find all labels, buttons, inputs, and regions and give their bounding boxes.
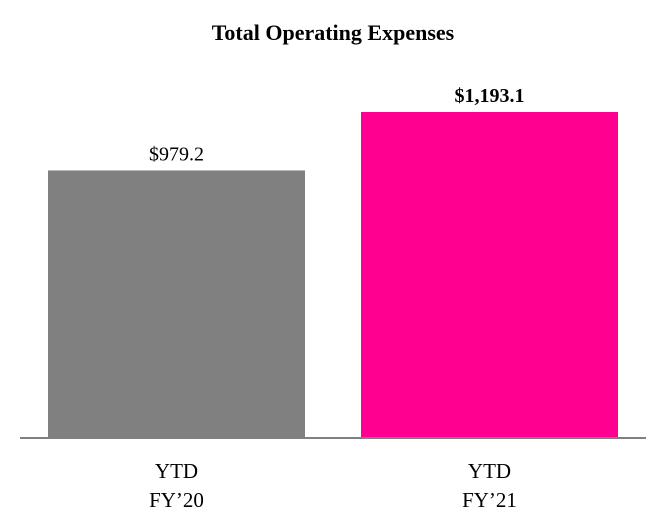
bars-layer [48,112,618,438]
category-label-2-line-1: YTD [468,459,511,483]
bar-2 [361,112,618,438]
category-label-1-line-2: FY’20 [149,488,204,512]
category-label-2-line-2: FY’21 [462,488,517,512]
bar-1 [48,170,305,438]
chart-title: Total Operating Expenses [212,20,455,45]
category-label-1-line-1: YTD [155,459,198,483]
data-label-1: $979.2 [149,143,204,165]
labels-layer: $979.2 YTD FY’20 $1,193.1 YTD FY’21 [149,85,525,512]
data-label-2: $1,193.1 [455,85,525,107]
